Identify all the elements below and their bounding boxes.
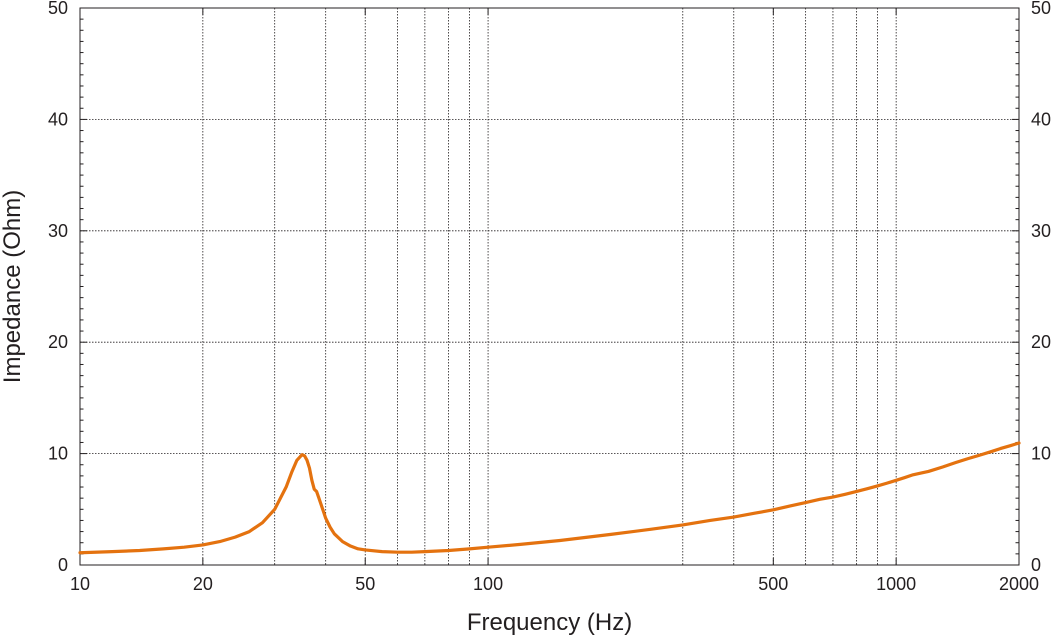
y-tick-label-left: 50 xyxy=(48,0,68,18)
y-tick-label-left: 30 xyxy=(48,221,68,241)
plot-frame xyxy=(79,7,1020,566)
y-tick-label-left: 10 xyxy=(48,444,68,464)
x-tick-label: 1000 xyxy=(876,574,916,594)
y-tick-label-right: 30 xyxy=(1031,221,1051,241)
y-tick-label-left: 0 xyxy=(58,555,68,575)
grid-lines xyxy=(80,8,1019,565)
y-tick-label-right: 50 xyxy=(1031,0,1051,18)
y-tick-label-left: 20 xyxy=(48,332,68,352)
x-tick-label: 20 xyxy=(193,574,213,594)
x-axis-title: Frequency (Hz) xyxy=(467,609,632,636)
impedance-curve xyxy=(78,441,1021,555)
x-tick-label: 100 xyxy=(473,574,503,594)
y-axis-title: Impedance (Ohm) xyxy=(0,190,26,383)
y-tick-label-right: 10 xyxy=(1031,444,1051,464)
y-tick-label-left: 40 xyxy=(48,109,68,129)
axis-ticks xyxy=(79,7,1020,566)
y-tick-label-right: 40 xyxy=(1031,109,1051,129)
y-tick-label-right: 20 xyxy=(1031,332,1051,352)
x-tick-label: 10 xyxy=(70,574,90,594)
x-tick-label: 500 xyxy=(758,574,788,594)
y-tick-label-right: 0 xyxy=(1031,555,1041,575)
x-tick-label: 50 xyxy=(355,574,375,594)
x-tick-label: 2000 xyxy=(999,574,1039,594)
